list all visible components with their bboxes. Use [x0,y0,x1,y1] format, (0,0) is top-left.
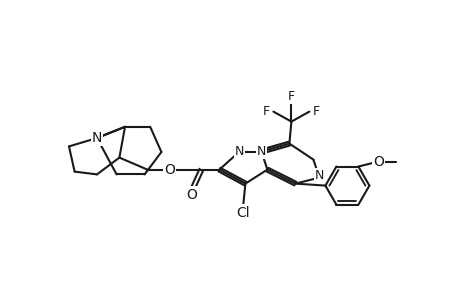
Text: F: F [262,105,269,118]
Text: Cl: Cl [236,206,250,220]
Text: O: O [185,188,196,202]
Text: N: N [234,145,244,158]
Text: O: O [372,154,383,169]
Text: N: N [92,131,102,145]
Text: F: F [312,105,319,118]
Text: N: N [314,169,324,182]
Text: O: O [163,163,174,177]
Text: N: N [256,145,265,158]
Text: F: F [287,90,294,103]
